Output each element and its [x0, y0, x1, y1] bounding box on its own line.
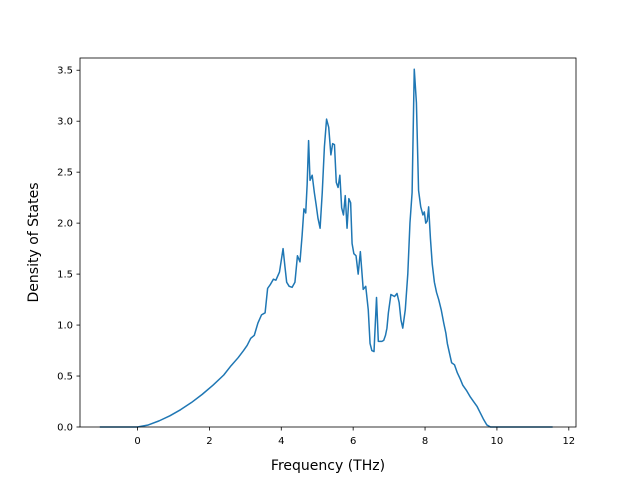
y-tick-label: 2.5 — [57, 168, 73, 179]
y-axis-ticks: 0.0 0.5 1.0 1.5 2.0 2.5 3.0 3.5 — [57, 66, 80, 434]
dos-line — [99, 68, 553, 428]
plot-frame — [79, 57, 577, 428]
y-tick-label: 2.0 — [57, 219, 73, 230]
x-axis-label: Frequency (THz) — [271, 458, 385, 474]
y-tick-label: 1.0 — [57, 321, 73, 332]
plot-background — [80, 58, 576, 427]
x-tick-label: 8 — [422, 436, 428, 447]
x-tick-label: 4 — [278, 436, 284, 447]
x-tick-label: 10 — [491, 436, 504, 447]
y-tick-label: 0.5 — [57, 372, 73, 383]
x-tick-label: 12 — [562, 436, 575, 447]
y-tick-label: 3.0 — [57, 117, 73, 128]
x-axis-ticks: 0 2 4 6 8 10 12 — [134, 427, 575, 447]
y-tick-label: 0.0 — [57, 423, 73, 434]
x-tick-label: 6 — [350, 436, 356, 447]
y-tick-label: 1.5 — [57, 270, 73, 281]
y-tick-label: 3.5 — [57, 66, 73, 77]
x-tick-label: 0 — [134, 436, 140, 447]
y-axis-label: Density of States — [26, 183, 42, 303]
series-lines — [99, 68, 553, 428]
x-tick-label: 2 — [206, 436, 212, 447]
